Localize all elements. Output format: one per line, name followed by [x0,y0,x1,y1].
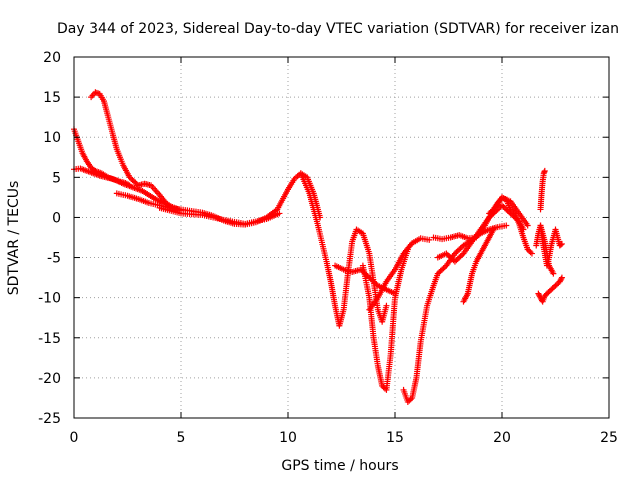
x-axis-label: GPS time / hours [281,458,398,474]
y-tick-label: -10 [38,291,61,307]
y-tick-label: 10 [43,130,61,146]
data-point-marker [558,240,565,247]
data-point-marker [550,270,557,277]
axis-ticks: 0 5 10 15 20 25 -25 -20 -15 -10 -5 0 5 10 15 20 [38,50,618,446]
data-point-marker [558,275,565,282]
x-tick-label: 25 [600,430,618,446]
data-point-marker [558,274,565,281]
x-tick-label: 10 [279,430,297,446]
x-tick-label: 0 [70,430,79,446]
data-point-marker [490,226,497,233]
y-tick-label: 0 [52,210,61,226]
x-tick-label: 5 [177,430,186,446]
y-tick-label: -20 [38,371,61,387]
data-points [71,89,565,405]
y-axis-label: SDTVAR / TECUs [6,181,22,296]
y-tick-label: 20 [43,50,61,66]
data-point-marker [524,222,531,229]
plot-area-frame [73,56,610,419]
data-point-marker [383,302,390,309]
data-point-marker [503,222,510,229]
x-tick-label: 15 [386,430,404,446]
chart-title: Day 344 of 2023, Sidereal Day-to-day VTE… [57,21,619,37]
y-tick-label: -5 [47,251,61,267]
data-point-marker [541,167,548,174]
y-tick-label: 5 [52,170,61,186]
data-point-marker [276,210,283,217]
grid-lines [74,57,609,418]
y-tick-label: 15 [43,90,61,106]
data-point-marker [528,250,535,257]
data-point-marker [426,236,433,243]
x-tick-label: 20 [493,430,511,446]
y-tick-label: -15 [38,331,61,347]
data-point-marker [126,182,133,189]
y-tick-label: -25 [38,411,61,427]
data-point-marker [557,241,564,248]
